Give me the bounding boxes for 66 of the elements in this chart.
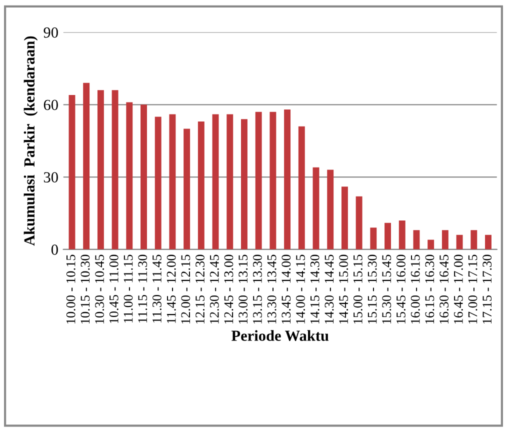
x-tick-label: 14.15 - 14.30 [310,254,320,324]
x-tick-label: 13.45 - 14.00 [282,254,291,324]
bar [413,230,420,250]
x-tick-label: 13.30 - 13.45 [267,254,276,324]
bar [312,167,320,250]
bar [241,119,248,250]
y-tick-label: 60 [44,100,58,110]
bar [255,112,262,250]
x-tick-label: 14.45 - 15.00 [339,254,348,324]
bar [83,82,90,250]
x-tick-label: 17.00 - 17.15 [468,254,478,324]
x-tick-label: 12.30 - 12.45 [210,254,219,324]
bar [284,109,291,250]
bar [184,128,190,250]
x-tick-label: 16.15 - 16.30 [425,254,434,324]
x-tick-label: 15.15 - 15.30 [368,254,377,324]
y-tick-label: 30 [44,172,58,182]
bar [226,114,234,250]
bar [126,102,133,250]
x-tick-label: 10.45 - 11.00 [109,254,118,323]
x-tick-label: 15.45 - 16.00 [396,254,406,324]
y-axis-title: Akumulasi Parkir (kendaraan) [24,36,38,246]
bar [97,90,104,250]
x-axis-title: Periode Waktu [231,330,329,342]
x-tick-label: 17.15 - 17.30 [482,254,492,324]
x-tick-label: 16.30 - 16.45 [440,254,449,324]
bar [298,126,305,250]
bar [212,114,219,250]
x-tick-label: 10.00 - 10.15 [66,254,76,324]
bar [470,230,478,250]
x-tick-label: 14.30 - 14.45 [324,254,334,324]
x-tick-label: 11.15 - 11.30 [138,254,148,322]
bar [112,90,118,250]
bar [68,94,76,250]
bar [428,240,434,250]
bar [384,222,391,250]
bar [140,104,147,250]
x-tick-label: 11.30 - 11.45 [152,254,162,322]
x-tick-label: 14.00 - 14.15 [296,254,306,324]
bar [456,234,463,250]
bar [442,230,448,250]
x-tick-label: 10.30 - 10.45 [95,254,104,324]
bar [341,186,348,250]
y-tick-label: 90 [44,27,58,38]
x-tick-label: 15.30 - 15.45 [382,254,392,324]
bar [270,112,276,250]
x-tick-label: 16.45 - 17.00 [454,254,463,324]
x-tick-label: 10.15 - 10.30 [80,254,90,324]
x-tick-label: 15.00 - 15.15 [353,254,362,324]
x-tick-label: 13.00 - 13.15 [238,254,248,324]
x-tick-label: 12.45 - 13.00 [224,254,234,324]
x-tick-label: 12.00 - 12.15 [181,254,190,324]
bar [327,170,334,250]
bar [198,122,204,250]
y-tick-label: 0 [51,244,58,255]
bar [154,116,162,250]
x-tick-label: 16.00 - 16.15 [410,254,420,324]
bar [485,234,492,250]
bar [370,228,377,250]
x-tick-label: 13.15 - 13.30 [252,254,262,324]
bar [398,220,406,250]
bar [169,114,176,250]
x-tick-label: 11.00 - 11.15 [124,254,133,322]
bar [356,196,362,250]
x-tick-label: 11.45 - 12.00 [166,254,176,323]
x-tick-label: 12.15 - 12.30 [196,254,205,324]
